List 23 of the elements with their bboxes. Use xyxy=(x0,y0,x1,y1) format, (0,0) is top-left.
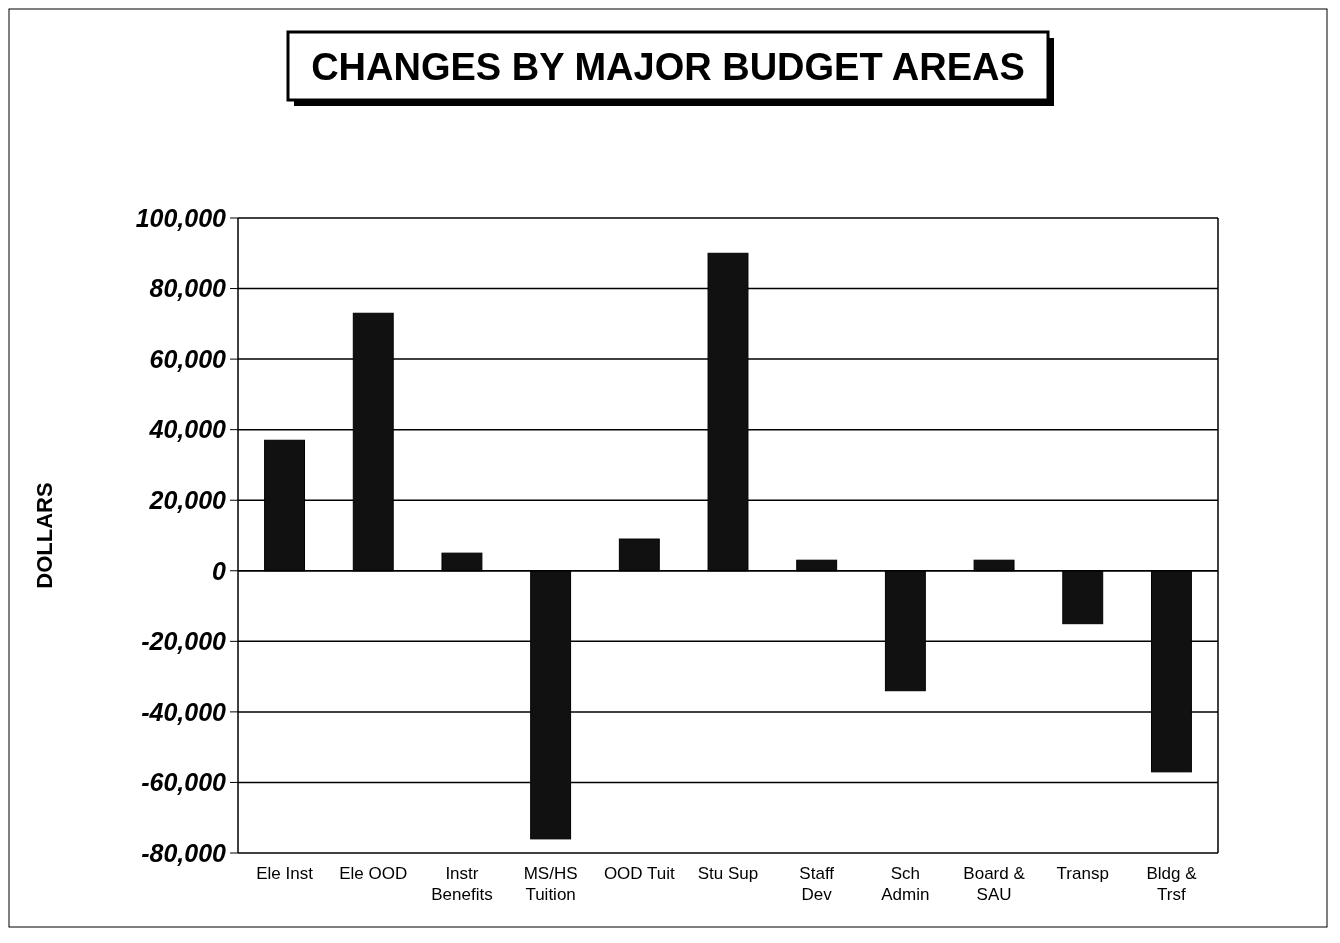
x-tick-label: Ele Inst xyxy=(256,864,314,883)
x-tick-label: Ele OOD xyxy=(339,864,408,883)
x-tick-label: MS/HS Tuition xyxy=(523,864,578,904)
y-axis-title: DOLLARS xyxy=(32,482,57,589)
y-tick-label: 0 xyxy=(212,556,227,585)
chart-title: CHANGES BY MAJOR BUDGET AREAS xyxy=(311,46,1025,88)
x-tick-label: Instr Benefits xyxy=(431,864,493,904)
y-tick-label: 80,000 xyxy=(149,274,227,303)
y-tick-label: 20,000 xyxy=(148,485,227,514)
y-tick-label: -60,000 xyxy=(141,768,227,797)
x-tick-label: Bldg & Trsf xyxy=(1146,864,1198,904)
x-tick-label: Stu Sup xyxy=(697,864,759,883)
y-tick-label: -20,000 xyxy=(141,627,227,656)
y-tick-label: 100,000 xyxy=(135,203,227,232)
y-tick-label: 60,000 xyxy=(149,344,227,373)
x-tick-label: Transp xyxy=(1056,864,1109,883)
x-tick-label: Staff Dev xyxy=(799,864,835,904)
x-tick-label: Sch Admin xyxy=(881,864,930,904)
y-tick-label: 40,000 xyxy=(148,415,227,444)
x-tick-label: Board & SAU xyxy=(963,864,1026,904)
y-tick-label: -40,000 xyxy=(141,697,227,726)
y-tick-label: -80,000 xyxy=(141,838,227,867)
x-tick-label: OOD Tuit xyxy=(603,864,676,883)
